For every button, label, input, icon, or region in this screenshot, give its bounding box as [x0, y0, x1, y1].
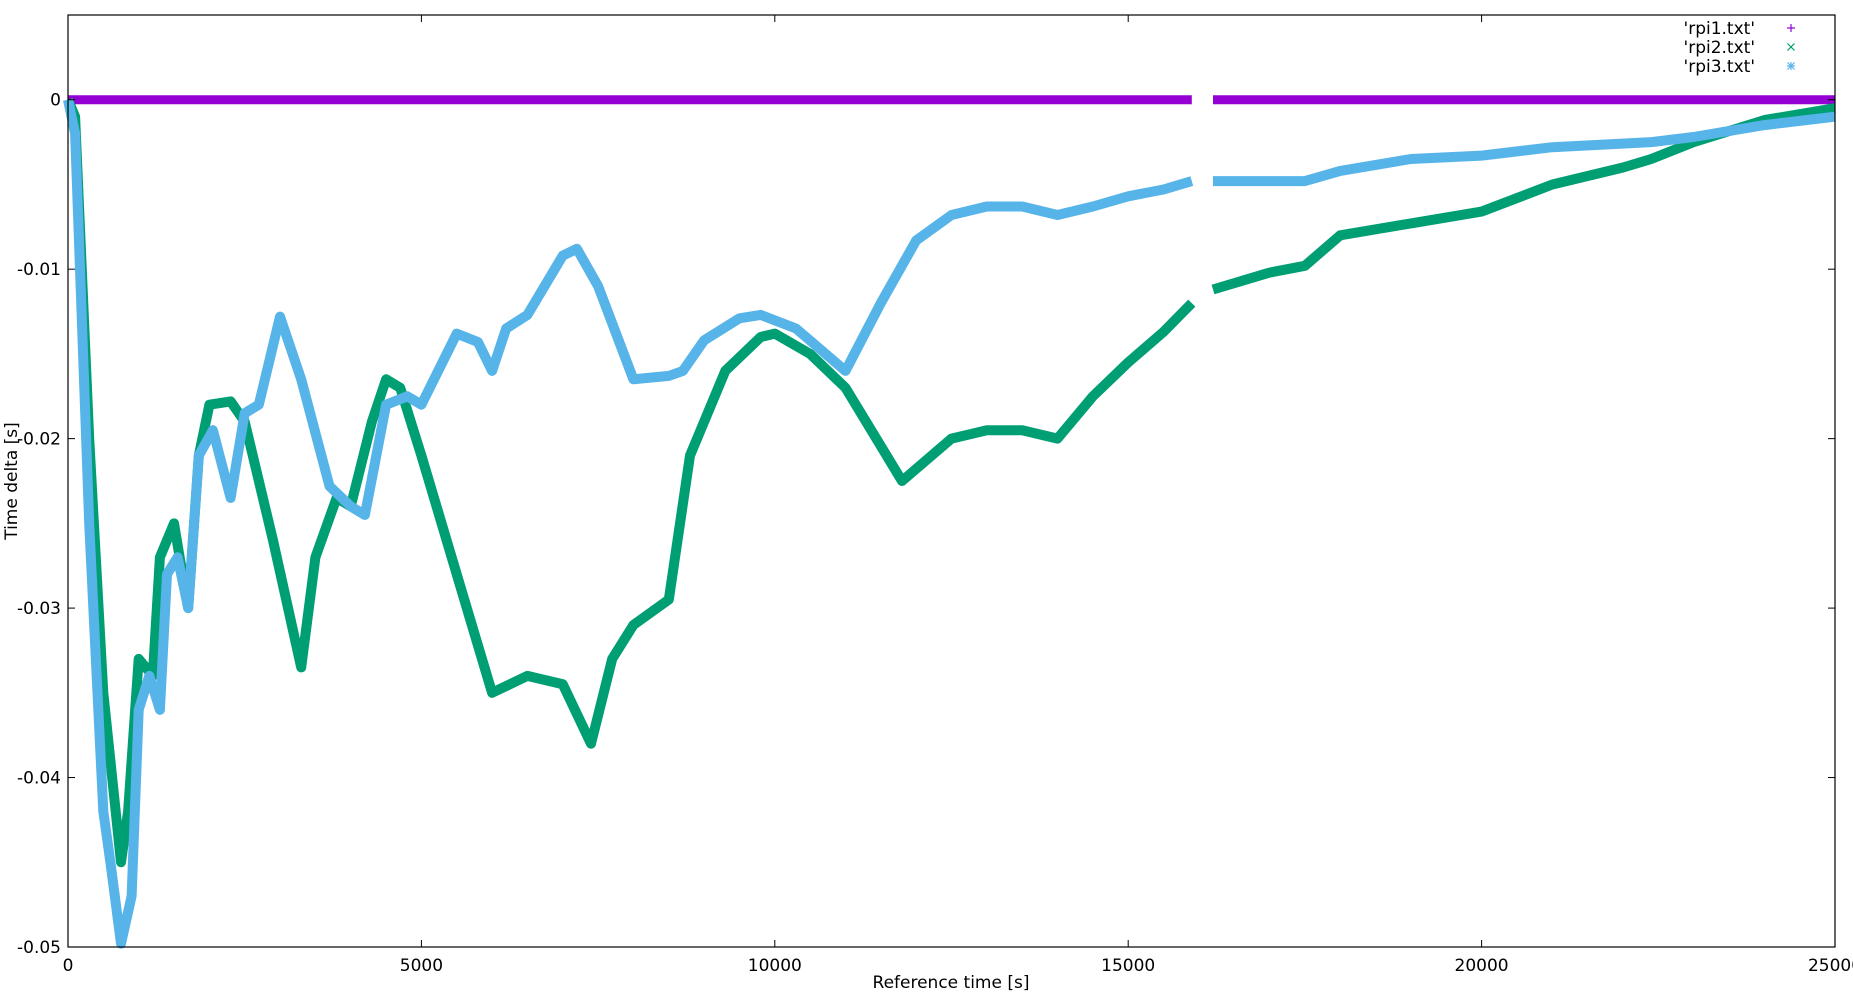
legend-marker-3 — [1787, 62, 1795, 70]
legend: 'rpi1.txt''rpi2.txt''rpi3.txt' — [1684, 19, 1795, 77]
data-marks — [63, 95, 1836, 949]
legend-marker-d2 — [1787, 62, 1795, 70]
legend-label-2: 'rpi2.txt' — [1684, 38, 1755, 58]
x-tick-label: 15000 — [1101, 956, 1155, 976]
legend-marker-1 — [1787, 24, 1795, 32]
x-tick-label: 0 — [63, 956, 74, 976]
x-tick-label: 10000 — [748, 956, 802, 976]
x-axis-label: Reference time [s] — [873, 973, 1030, 993]
x-tick-label: 20000 — [1455, 956, 1509, 976]
x-tick-label: 5000 — [400, 956, 443, 976]
series-2-line — [63, 97, 1196, 868]
y-tick-label: -0.01 — [17, 260, 61, 280]
y-tick-label: 0 — [50, 91, 61, 111]
y-tick-label: -0.03 — [17, 599, 61, 619]
y-tick-label: -0.02 — [17, 430, 61, 450]
legend-label-3: 'rpi3.txt' — [1684, 57, 1755, 77]
series-3-line — [1213, 111, 1836, 187]
y-axis-label: Time delta [s] — [2, 422, 22, 541]
y-tick-label: -0.04 — [17, 769, 61, 789]
legend-marker-d2 — [1787, 43, 1795, 51]
series-3-line — [63, 98, 1194, 949]
plot-frame — [67, 14, 1836, 948]
y-tick-label: -0.05 — [17, 938, 61, 958]
legend-label-1: 'rpi1.txt' — [1684, 19, 1755, 39]
legend-marker-2 — [1787, 43, 1795, 51]
